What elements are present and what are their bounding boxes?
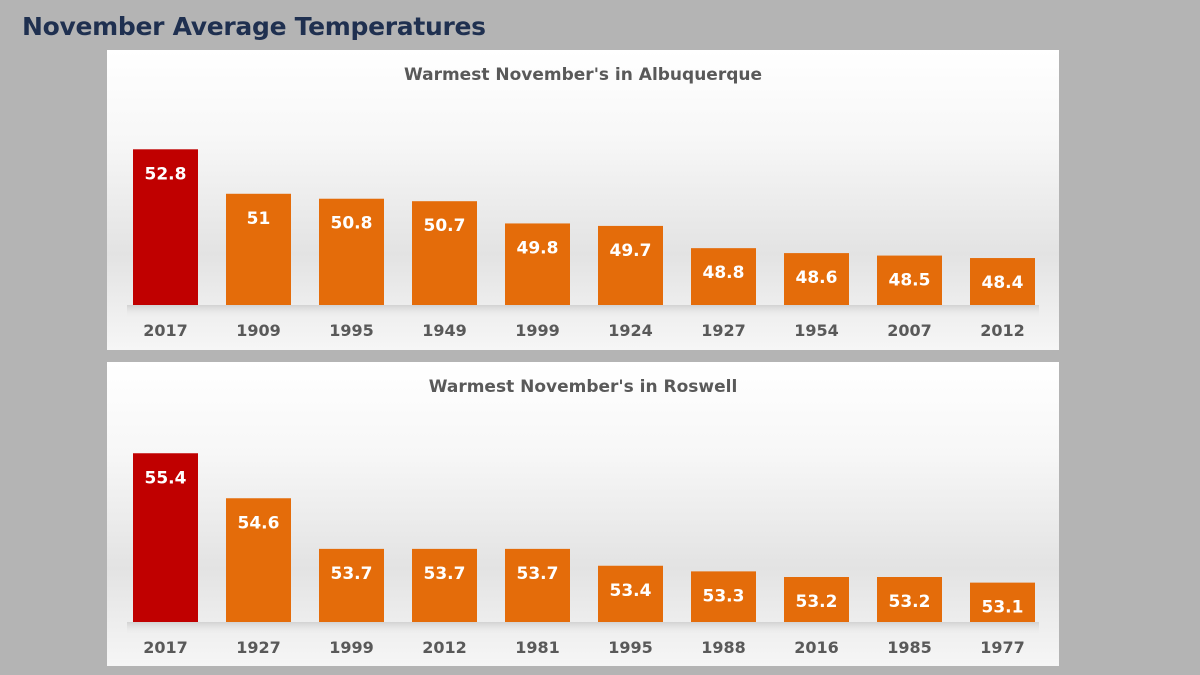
page-title: November Average Temperatures xyxy=(22,12,486,41)
data-label-abq-2007: 48.5 xyxy=(889,271,931,291)
bar-abq-2007 xyxy=(877,255,942,305)
data-label-roswell-1985: 53.2 xyxy=(889,592,931,612)
x-tick-label-roswell-1985: 1985 xyxy=(887,638,932,657)
bar-abq-1949 xyxy=(412,201,477,305)
data-label-roswell-1999: 53.7 xyxy=(331,564,373,584)
bar-abq-1999 xyxy=(505,223,570,305)
data-label-roswell-1995: 53.4 xyxy=(610,581,652,601)
albuquerque-chart: Warmest November's in Albuquerque 52.8 201… xyxy=(127,65,1039,340)
data-label-roswell-2017: 55.4 xyxy=(145,468,187,488)
chart-floor xyxy=(127,622,1039,636)
x-tick-label-roswell-2017: 2017 xyxy=(143,638,188,657)
x-tick-label-abq-1995: 1995 xyxy=(329,321,374,340)
x-tick-label-abq-1999: 1999 xyxy=(515,321,560,340)
x-tick-label-roswell-1988: 1988 xyxy=(701,638,746,657)
x-tick-label-roswell-2012: 2012 xyxy=(422,638,467,657)
roswell-chart: Warmest November's in Roswell 55.4 2017 54.… xyxy=(127,377,1039,657)
chart-title: Warmest November's in Albuquerque xyxy=(404,65,762,85)
data-label-abq-1949: 50.7 xyxy=(424,216,466,236)
data-label-roswell-2012: 53.7 xyxy=(424,564,466,584)
bar-roswell-2017 xyxy=(133,453,198,622)
data-label-abq-1924: 49.7 xyxy=(610,241,652,261)
bar-roswell-1977 xyxy=(970,582,1035,622)
data-label-abq-1995: 50.8 xyxy=(331,214,373,234)
data-label-roswell-1981: 53.7 xyxy=(517,564,559,584)
data-label-abq-1909: 51 xyxy=(247,209,271,229)
data-label-roswell-1927: 54.6 xyxy=(238,513,280,533)
x-tick-label-roswell-1981: 1981 xyxy=(515,638,560,657)
x-tick-label-abq-2007: 2007 xyxy=(887,321,932,340)
x-tick-label-roswell-1927: 1927 xyxy=(236,638,281,657)
bar-roswell-1985 xyxy=(877,577,942,622)
chart-title: Warmest November's in Roswell xyxy=(429,377,738,397)
bar-abq-1924 xyxy=(598,225,663,305)
x-tick-label-roswell-1999: 1999 xyxy=(329,638,374,657)
bar-abq-1927 xyxy=(691,248,756,305)
x-tick-label-abq-2017: 2017 xyxy=(143,321,188,340)
chart-floor xyxy=(127,305,1039,319)
data-label-abq-2012: 48.4 xyxy=(982,273,1024,293)
x-tick-label-abq-1949: 1949 xyxy=(422,321,467,340)
x-tick-label-abq-1927: 1927 xyxy=(701,321,746,340)
data-label-roswell-1977: 53.1 xyxy=(982,598,1024,618)
bar-abq-1954 xyxy=(784,253,849,305)
data-label-abq-2017: 52.8 xyxy=(145,164,187,184)
bar-abq-1909 xyxy=(226,193,291,305)
bar-abq-2012 xyxy=(970,258,1035,305)
data-label-abq-1954: 48.6 xyxy=(796,268,838,288)
bar-abq-1995 xyxy=(319,198,384,305)
bar-roswell-1995 xyxy=(598,565,663,622)
x-tick-label-roswell-1995: 1995 xyxy=(608,638,653,657)
bar-roswell-2016 xyxy=(784,577,849,622)
albuquerque-chart-panel: Warmest November's in Albuquerque 52.8 201… xyxy=(107,50,1059,350)
data-label-roswell-1988: 53.3 xyxy=(703,586,745,606)
bar-roswell-2012 xyxy=(412,548,477,622)
bar-abq-2017 xyxy=(133,149,198,305)
bar-roswell-1981 xyxy=(505,548,570,622)
roswell-chart-panel: Warmest November's in Roswell 55.4 2017 54.… xyxy=(107,362,1059,666)
data-label-roswell-2016: 53.2 xyxy=(796,592,838,612)
data-label-abq-1927: 48.8 xyxy=(703,263,745,283)
x-tick-label-abq-1954: 1954 xyxy=(794,321,839,340)
x-tick-label-roswell-1977: 1977 xyxy=(980,638,1025,657)
bar-roswell-1988 xyxy=(691,571,756,622)
bar-roswell-1927 xyxy=(226,498,291,622)
x-tick-label-abq-1924: 1924 xyxy=(608,321,653,340)
x-tick-label-roswell-2016: 2016 xyxy=(794,638,839,657)
data-label-abq-1999: 49.8 xyxy=(517,238,559,258)
x-tick-label-abq-2012: 2012 xyxy=(980,321,1025,340)
bar-roswell-1999 xyxy=(319,548,384,622)
x-tick-label-abq-1909: 1909 xyxy=(236,321,281,340)
